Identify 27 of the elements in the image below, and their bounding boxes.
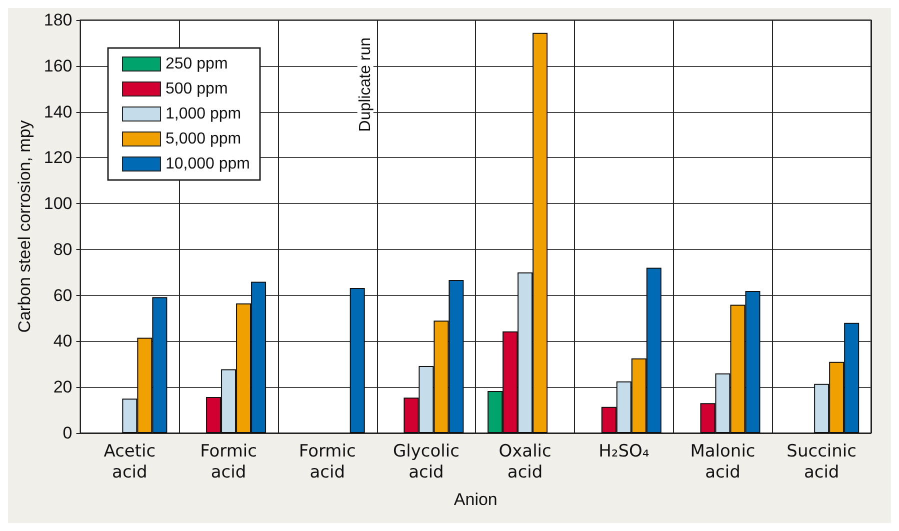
x-tick-label: Acetic acid bbox=[104, 442, 156, 482]
x-tick-label: Formic acid bbox=[200, 442, 257, 482]
y-tick-label: 120 bbox=[44, 148, 72, 168]
x-tick-label: Glycolic acid bbox=[392, 442, 460, 482]
y-axis-title: Carbon steel corrosion, mpy bbox=[15, 120, 34, 333]
bar bbox=[350, 288, 365, 433]
legend-label: 5,000 ppm bbox=[166, 130, 242, 148]
annotation: Duplicate run bbox=[356, 37, 374, 132]
x-tick-label: Oxalic acid bbox=[498, 442, 552, 482]
y-tick-label: 0 bbox=[62, 424, 72, 442]
y-tick-label: 160 bbox=[44, 56, 72, 76]
y-tick-label: 80 bbox=[53, 240, 72, 259]
y-tick-label: 140 bbox=[44, 102, 72, 122]
y-tick-label: 40 bbox=[53, 332, 72, 351]
x-tick-label: H₂SO₄ bbox=[598, 442, 650, 462]
x-axis-title: Anion bbox=[454, 490, 498, 509]
x-tick-label: Malonic acid bbox=[690, 442, 756, 482]
x-tick-label: Succinic acid bbox=[786, 442, 856, 482]
legend-label: 1,000 ppm bbox=[166, 106, 242, 122]
legend-label: 250 ppm bbox=[166, 56, 228, 72]
y-tick-label: 60 bbox=[53, 286, 72, 305]
y-tick-label: 180 bbox=[44, 10, 72, 30]
y-tick-label: 20 bbox=[53, 378, 72, 397]
legend-label: 10,000 ppm bbox=[166, 156, 250, 172]
y-tick-label: 100 bbox=[44, 194, 72, 214]
x-tick-label: Formic acid bbox=[298, 442, 356, 482]
legend-label: 500 ppm bbox=[166, 80, 228, 98]
